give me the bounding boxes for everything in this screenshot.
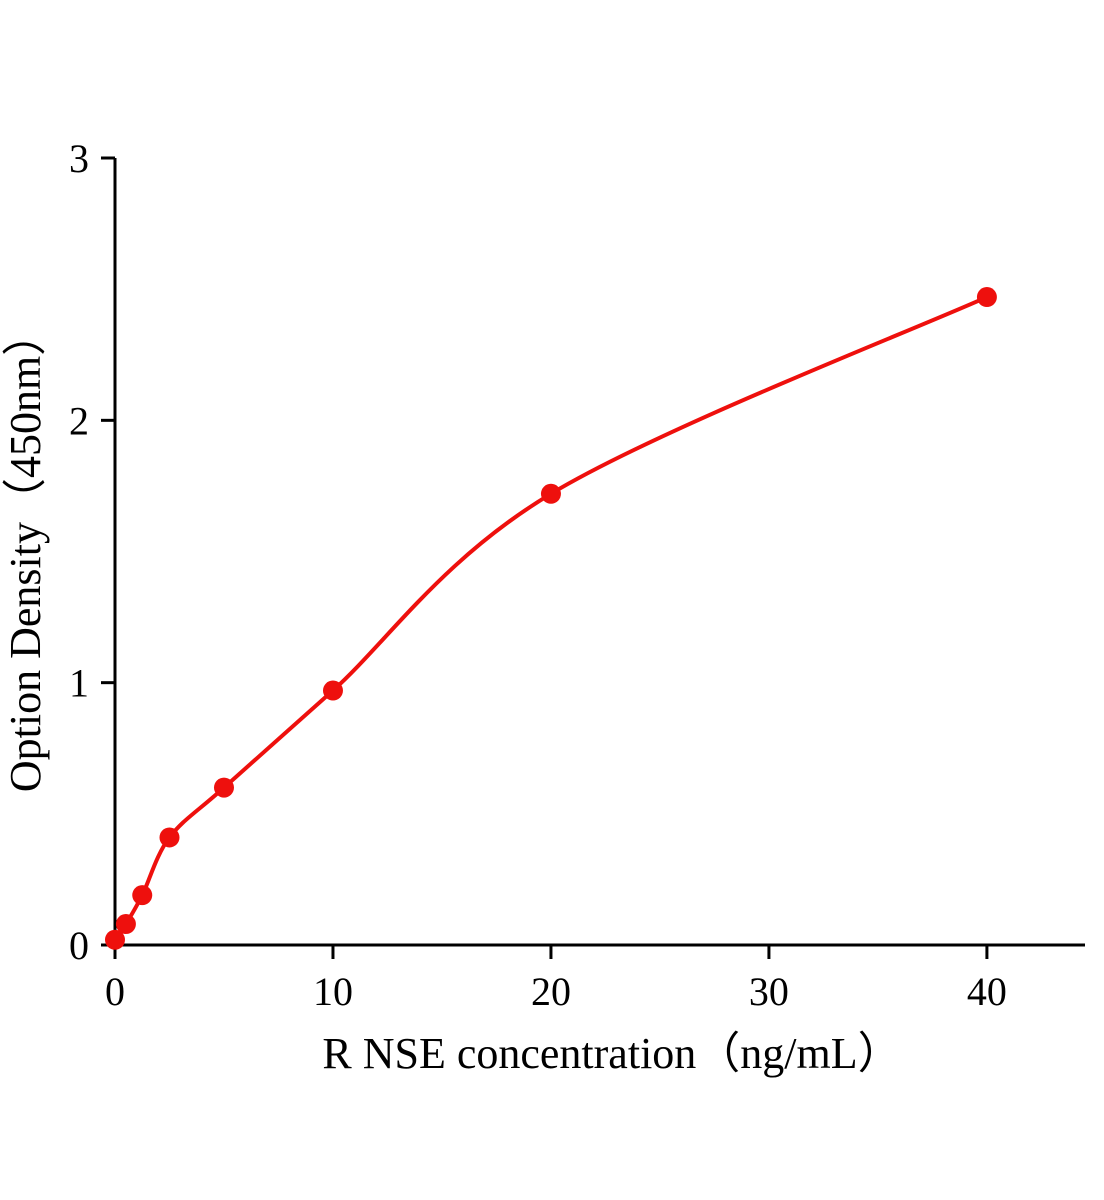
x-tick-label: 10 (313, 969, 353, 1014)
data-point (115, 914, 136, 935)
data-point (976, 287, 997, 308)
data-point (159, 827, 180, 848)
x-tick-label: 40 (967, 969, 1007, 1014)
y-tick-label: 3 (69, 136, 89, 181)
data-point (105, 929, 125, 950)
data-point (132, 885, 153, 906)
fit-curve (113, 295, 989, 942)
data-point (213, 777, 234, 798)
data-points (105, 287, 997, 950)
x-tick-label: 0 (105, 969, 125, 1014)
axes (113, 158, 1085, 947)
x-tick-label: 20 (531, 969, 571, 1014)
x-axis-title: R NSE concentration（ng/mL） (322, 1029, 901, 1078)
fit-curve-path (113, 295, 989, 942)
y-axis-title: Option Density（450nm） (1, 312, 50, 792)
tick-marks (101, 156, 989, 959)
y-tick-label: 1 (69, 661, 89, 706)
tick-labels: 0 10 20 30 40 0 1 2 3 (69, 136, 1007, 1014)
y-tick-label: 0 (69, 923, 89, 968)
y-tick-label: 2 (69, 398, 89, 443)
data-point (540, 483, 561, 504)
data-point (322, 680, 343, 701)
x-tick-label: 30 (749, 969, 789, 1014)
